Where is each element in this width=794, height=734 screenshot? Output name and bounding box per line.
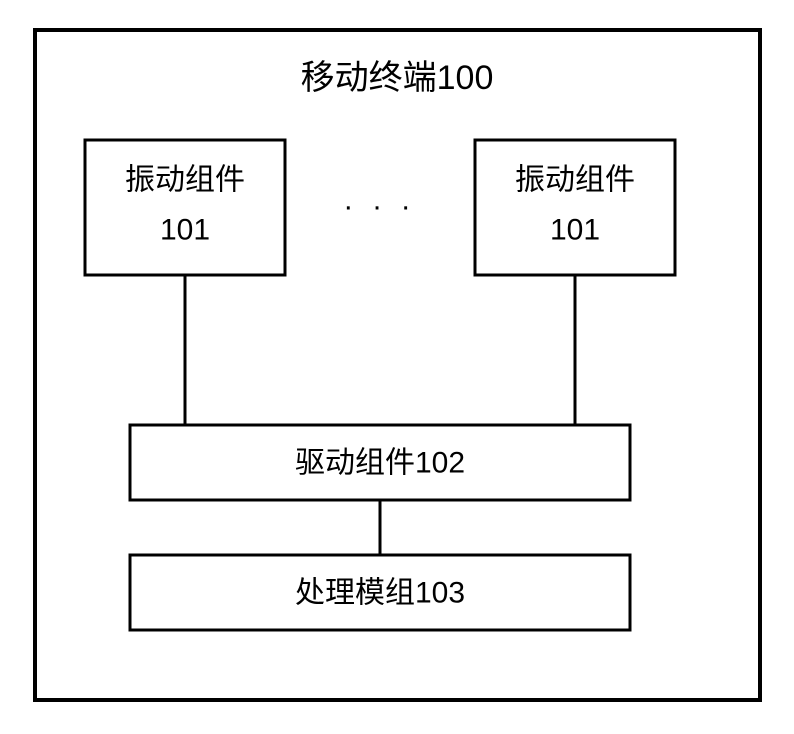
node-processor-label: 处理模组103 bbox=[295, 577, 465, 610]
node-vib-left-label-line2: 101 bbox=[160, 214, 210, 247]
node-driver-label: 驱动组件102 bbox=[295, 447, 465, 480]
node-vib-right-box bbox=[475, 140, 675, 275]
node-vib-right-label-line1: 振动组件 bbox=[515, 164, 635, 197]
ellipsis-dots: . . . bbox=[344, 184, 416, 217]
node-vib-left-box bbox=[85, 140, 285, 275]
diagram-title: 移动终端100 bbox=[301, 59, 494, 97]
node-vib-left-label-line1: 振动组件 bbox=[125, 164, 245, 197]
node-vib-right-label-line2: 101 bbox=[550, 214, 600, 247]
